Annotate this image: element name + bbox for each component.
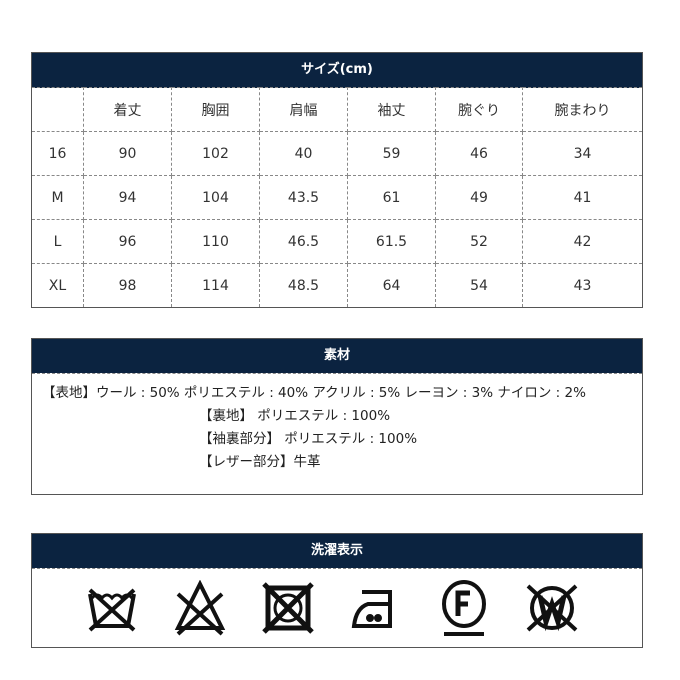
table-row: 16 90 102 40 59 46 34 (31, 131, 643, 176)
care-title: 洗濯表示 (32, 534, 642, 568)
table-cell: 41 (522, 175, 643, 220)
table-cell: 114 (171, 263, 260, 308)
table-cell: 46.5 (259, 219, 348, 264)
no-wet-clean-icon (526, 584, 578, 632)
material-line: 【袖裏部分】 ポリエステル : 100% (199, 431, 418, 447)
table-row: L 96 110 46.5 61.5 52 42 (31, 219, 643, 264)
material-section: 素材 【表地】ウール : 50% ポリエステル : 40% アクリル : 5% … (31, 338, 643, 495)
iron-medium-icon (351, 590, 392, 628)
header-cell: 腕まわり (522, 87, 643, 132)
material-line: 【表地】ウール : 50% ポリエステル : 40% アクリル : 5% レーヨ… (42, 385, 586, 401)
table-cell: 98 (83, 263, 172, 308)
table-cell: 110 (171, 219, 260, 264)
table-cell: 48.5 (259, 263, 348, 308)
table-row: XL 98 114 48.5 64 54 43 (31, 263, 643, 308)
table-cell: 43 (522, 263, 643, 308)
table-cell: 54 (435, 263, 523, 308)
table-cell: 96 (83, 219, 172, 264)
size-table: サイズ(cm) 着丈 胸囲 肩幅 袖丈 腕ぐり 腕まわり 16 90 102 40 59… (31, 52, 643, 308)
table-cell: 40 (259, 131, 348, 176)
header-cell: 腕ぐり (435, 87, 523, 132)
care-section: 洗濯表示 (31, 533, 643, 648)
size-label-cell: XL (31, 263, 84, 308)
table-cell: 102 (171, 131, 260, 176)
header-cell: 着丈 (83, 87, 172, 132)
table-cell: 61.5 (347, 219, 436, 264)
table-cell: 43.5 (259, 175, 348, 220)
size-label-cell: M (31, 175, 84, 220)
size-label-cell: 16 (31, 131, 84, 176)
material-title: 素材 (32, 339, 642, 373)
table-cell: 52 (435, 219, 523, 264)
no-tumble-dry-icon (262, 582, 314, 634)
table-row: M 94 104 43.5 61 49 41 (31, 175, 643, 220)
dry-clean-f-icon (442, 580, 486, 636)
table-cell: 34 (522, 131, 643, 176)
table-cell: 104 (171, 175, 260, 220)
table-cell: 59 (347, 131, 436, 176)
material-line: 【レザー部分】牛革 (199, 454, 321, 470)
no-wash-icon (88, 588, 136, 632)
table-cell: 90 (83, 131, 172, 176)
table-cell: 61 (347, 175, 436, 220)
size-table-title: サイズ(cm) (31, 52, 643, 88)
header-cell (31, 87, 84, 132)
header-cell: 袖丈 (347, 87, 436, 132)
table-header-row: 着丈 胸囲 肩幅 袖丈 腕ぐり 腕まわり (31, 87, 643, 132)
no-bleach-icon (174, 580, 226, 636)
table-cell: 49 (435, 175, 523, 220)
table-cell: 42 (522, 219, 643, 264)
table-cell: 94 (83, 175, 172, 220)
header-cell: 胸囲 (171, 87, 260, 132)
material-line: 【裏地】 ポリエステル : 100% (199, 408, 391, 424)
header-cell: 肩幅 (259, 87, 348, 132)
table-cell: 64 (347, 263, 436, 308)
table-cell: 46 (435, 131, 523, 176)
size-label-cell: L (31, 219, 84, 264)
